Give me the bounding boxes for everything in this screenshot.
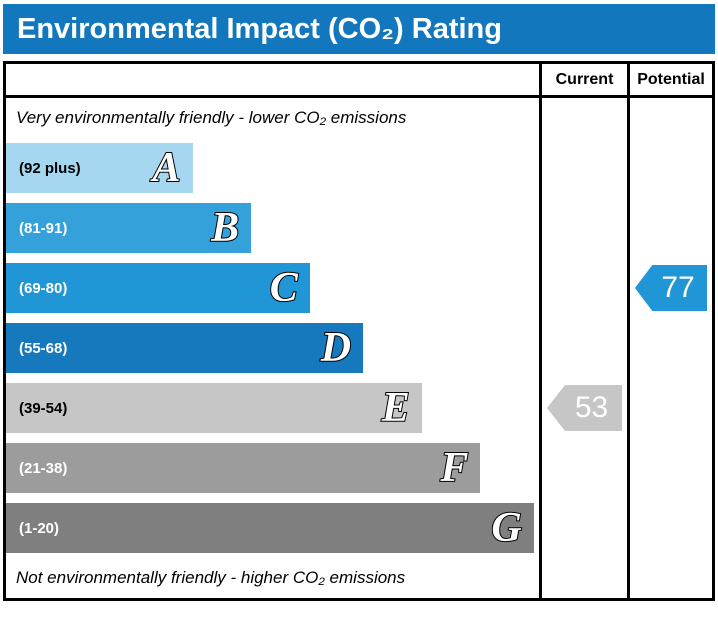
page-title: Environmental Impact (CO₂) Rating <box>3 4 715 54</box>
band-row-f: (21-38) F <box>6 438 539 498</box>
band-bar-c: (69-80) C <box>6 263 310 313</box>
band-row-e: (39-54) E <box>6 378 539 438</box>
empty-header-cell <box>6 64 539 98</box>
band-letter: A <box>152 145 182 191</box>
band-bar-g: (1-20) G <box>6 503 534 553</box>
band-letter: C <box>269 265 299 311</box>
band-letter: E <box>381 385 411 431</box>
band-range-label: (21-38) <box>19 459 68 477</box>
potential-column-body: 77 <box>630 98 712 598</box>
band-row-b: (81-91) B <box>6 198 539 258</box>
potential-value: 77 <box>661 271 695 304</box>
current-header: Current <box>542 64 627 98</box>
potential-header: Potential <box>630 64 712 98</box>
band-range-label: (1-20) <box>19 519 60 537</box>
band-letter: F <box>439 445 469 491</box>
potential-arrow: 77 <box>635 265 707 311</box>
current-column-body: 53 <box>542 98 627 598</box>
band-row-g: (1-20) G <box>6 498 539 558</box>
current-value: 53 <box>574 391 609 424</box>
band-bar-b: (81-91) B <box>6 203 252 253</box>
band-bar-e: (39-54) E <box>6 383 422 433</box>
current-column: Current 53 <box>539 64 627 598</box>
bands-column: Very environmentally friendly - lower CO… <box>6 64 539 598</box>
band-bar-d: (55-68) D <box>6 323 364 373</box>
band-letter: B <box>210 205 240 251</box>
current-arrow: 53 <box>547 385 622 431</box>
page: Environmental Impact (CO₂) Rating Very e… <box>3 4 715 601</box>
band-bar-a: (92 plus) A <box>6 143 193 193</box>
band-row-a: (92 plus) A <box>6 138 539 198</box>
band-letter: G <box>490 505 522 551</box>
band-bar-f: (21-38) F <box>6 443 481 493</box>
top-note: Very environmentally friendly - lower CO… <box>16 108 407 127</box>
band-row-c: (69-80) C <box>6 258 539 318</box>
band-range-label: (69-80) <box>19 279 68 297</box>
potential-column: Potential 77 <box>627 64 712 598</box>
band-range-label: (92 plus) <box>19 159 81 177</box>
band-range-label: (39-54) <box>19 399 68 417</box>
environmental-impact-chart: Very environmentally friendly - lower CO… <box>3 61 715 601</box>
band-range-label: (81-91) <box>19 219 68 237</box>
bottom-note: Not environmentally friendly - higher CO… <box>16 568 406 587</box>
band-letter: D <box>320 325 352 371</box>
band-row-d: (55-68) D <box>6 318 539 378</box>
band-range-label: (55-68) <box>19 339 68 357</box>
